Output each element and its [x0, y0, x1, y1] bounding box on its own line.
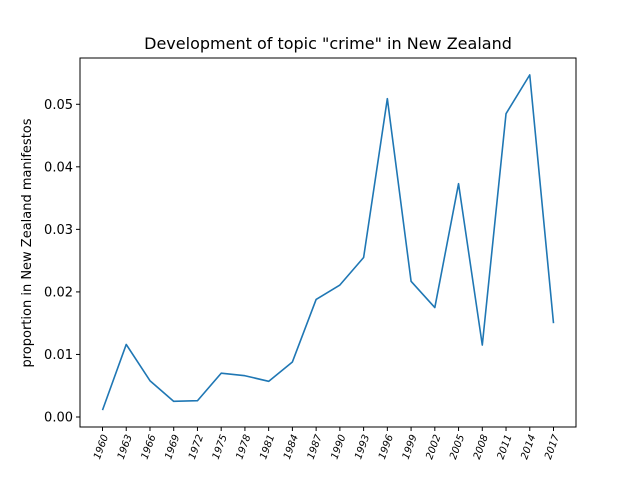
x-tick-label: 2002 — [424, 433, 443, 461]
x-tick-label: 1963 — [116, 433, 135, 461]
x-tick-label: 1999 — [401, 433, 420, 461]
x-tick-label: 1990 — [329, 433, 348, 461]
x-tick-label: 1966 — [140, 433, 159, 461]
y-tick-label: 0.03 — [44, 223, 73, 238]
y-tick-label: 0.01 — [44, 348, 73, 363]
plot-area-frame — [79, 57, 577, 428]
x-tick-label: 2008 — [472, 433, 491, 461]
x-tick-label: 2017 — [543, 433, 562, 461]
x-tick-label: 1984 — [282, 433, 301, 461]
x-tick-label: 1960 — [92, 433, 111, 461]
chart-title: Development of topic "crime" in New Zeal… — [144, 34, 512, 53]
x-tick-label: 1972 — [187, 433, 206, 461]
x-tick-label: 1993 — [353, 433, 372, 461]
x-tick-label: 1987 — [306, 433, 325, 461]
y-axis: 0.00 0.01 0.02 0.03 0.04 0.05 — [44, 98, 80, 425]
y-tick-label: 0.02 — [44, 285, 73, 300]
y-tick-label: 0.05 — [44, 98, 73, 113]
x-tick-label: 2011 — [496, 433, 515, 461]
x-tick-label: 2005 — [448, 433, 467, 461]
x-tick-label: 1975 — [211, 433, 230, 461]
y-axis-label: proportion in New Zealand manifestos — [20, 118, 35, 367]
y-tick-label: 0.00 — [44, 410, 73, 425]
series-layer — [101, 74, 555, 411]
x-tick-label: 1996 — [377, 433, 396, 461]
x-axis: 1960 1963 1966 1969 1972 1975 1978 1981 1984 1987… — [92, 427, 562, 461]
x-tick-label: 2014 — [519, 433, 538, 461]
x-tick-label: 1981 — [258, 433, 277, 461]
series-line — [101, 74, 555, 411]
x-tick-label: 1969 — [163, 433, 182, 461]
x-tick-label: 1978 — [235, 433, 254, 461]
y-tick-label: 0.04 — [44, 160, 73, 175]
